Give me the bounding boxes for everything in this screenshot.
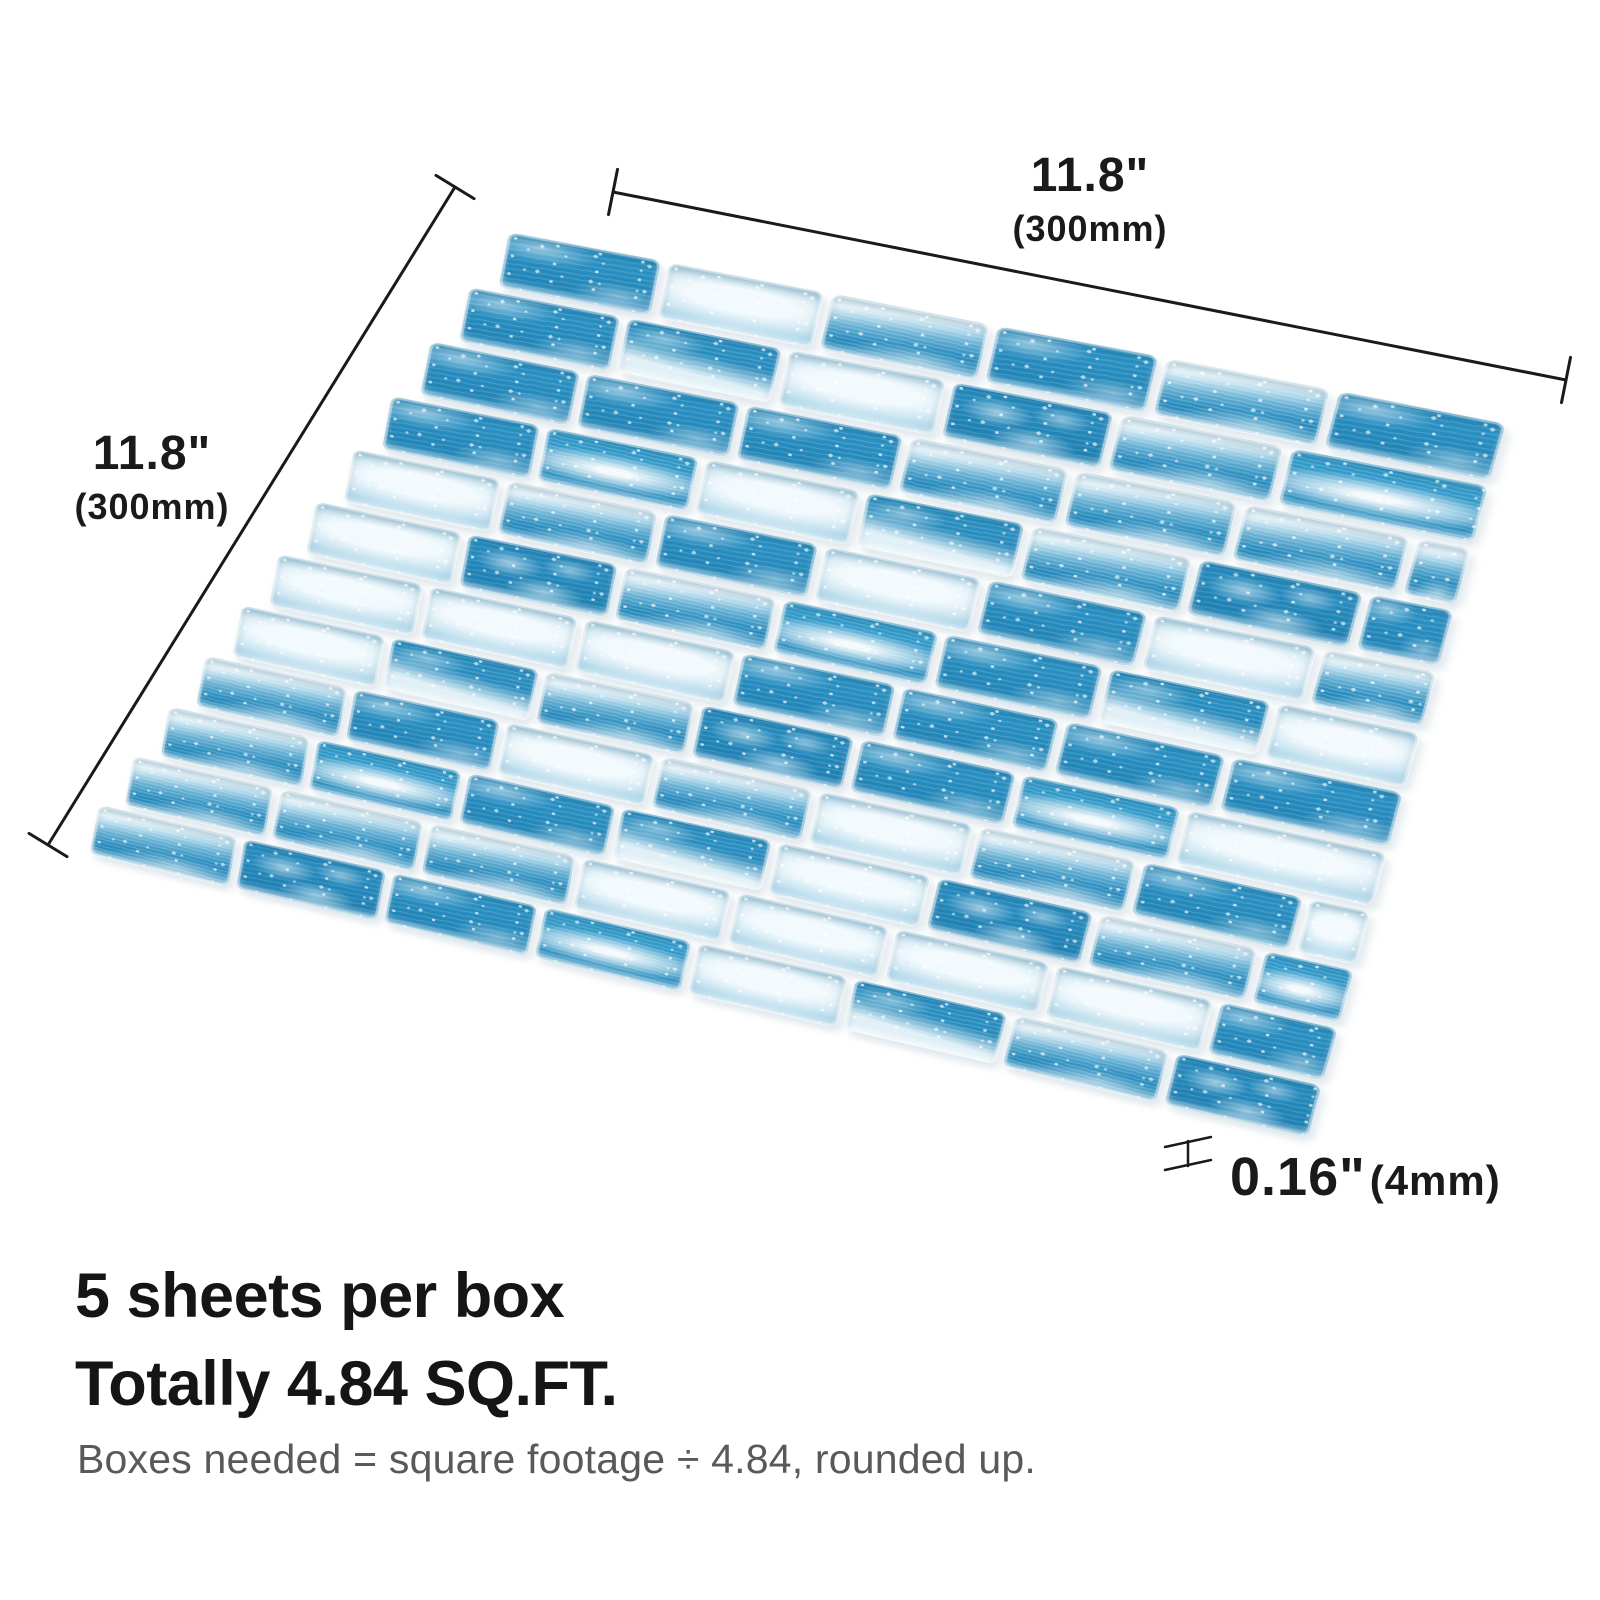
- thickness-dimension-label: 0.16" (4mm): [1230, 1146, 1501, 1208]
- width-metric-value: (300mm): [1012, 207, 1168, 249]
- sheets-per-box-text: 5 sheets per box: [75, 1261, 565, 1331]
- dimension-line-thickness: [1163, 1135, 1213, 1172]
- glass-tile: [1355, 593, 1454, 667]
- height-dimension-label: 11.8" (300mm): [22, 427, 282, 527]
- height-imperial-value: 11.8": [92, 427, 212, 480]
- width-dimension-label: 11.8" (300mm): [940, 149, 1240, 249]
- height-metric-value: (300mm): [74, 485, 230, 527]
- boxes-needed-note: Boxes needed = square footage ÷ 4.84, ro…: [77, 1436, 1036, 1482]
- thickness-metric-value: (4mm): [1369, 1157, 1501, 1204]
- packaging-headline: 5 sheets per box Totally 4.84 SQ.FT.: [75, 1252, 618, 1428]
- glass-tile: [1402, 537, 1472, 606]
- glass-tile: [1296, 898, 1371, 965]
- width-imperial-value: 11.8": [1030, 149, 1150, 202]
- mosaic-tile-sheet: [89, 227, 1510, 1140]
- total-coverage-text: Totally 4.84 SQ.FT.: [75, 1349, 618, 1419]
- thickness-imperial-value: 0.16": [1230, 1147, 1366, 1207]
